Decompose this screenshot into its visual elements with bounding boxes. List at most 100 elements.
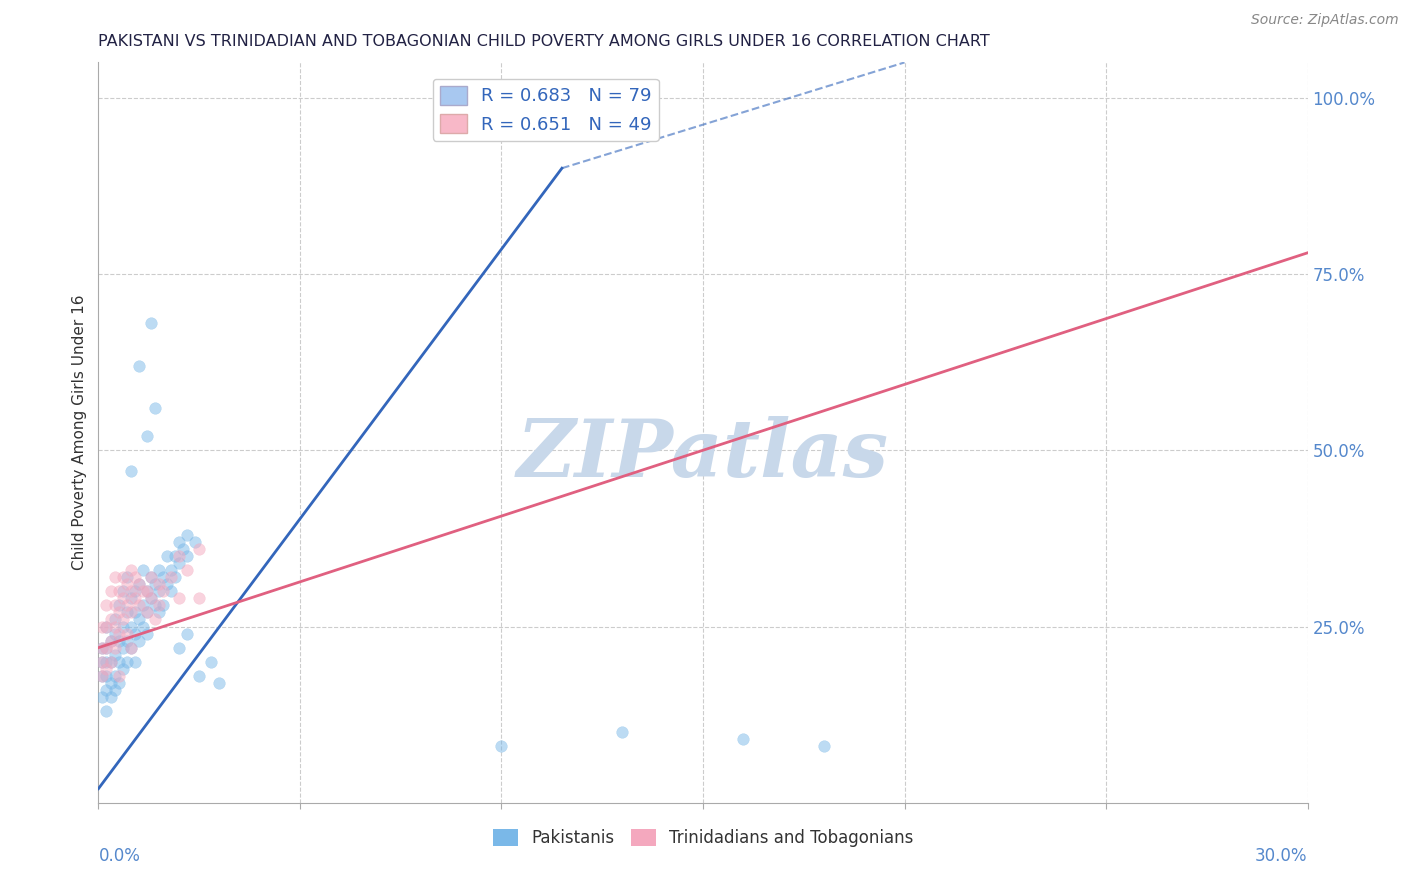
Point (91, 655, 114, 669)
Point (176, 563, 198, 577)
Text: 0.0%: 0.0% (98, 847, 141, 865)
Point (111, 612, 134, 626)
Point (143, 401, 166, 415)
Point (124, 655, 146, 669)
Point (124, 591, 146, 606)
Point (103, 683, 125, 698)
Point (143, 577, 166, 591)
Y-axis label: Child Poverty Among Girls Under 16: Child Poverty Among Girls Under 16 (72, 295, 87, 570)
Point (115, 655, 138, 669)
Point (103, 570, 125, 584)
Point (107, 669, 129, 683)
Point (111, 619, 134, 633)
Point (115, 633, 138, 648)
Point (167, 549, 190, 563)
Point (96, 669, 118, 683)
Point (100, 655, 122, 669)
Point (135, 584, 157, 599)
Point (120, 563, 142, 577)
Point (188, 591, 211, 606)
Point (96, 619, 118, 633)
Point (91, 640, 114, 655)
Point (188, 669, 211, 683)
Point (111, 640, 134, 655)
Point (135, 606, 157, 620)
Point (139, 591, 162, 606)
Point (132, 599, 155, 613)
Point (115, 570, 138, 584)
Point (148, 606, 170, 620)
Point (100, 633, 122, 648)
Point (139, 316, 162, 330)
Point (135, 606, 157, 620)
Point (96, 704, 118, 718)
Point (120, 606, 142, 620)
Point (143, 599, 166, 613)
Point (100, 690, 122, 704)
Point (124, 584, 146, 599)
Point (100, 676, 122, 690)
Text: ZIPatlas: ZIPatlas (517, 416, 889, 493)
Point (107, 606, 129, 620)
Point (172, 541, 194, 556)
Point (148, 599, 170, 613)
Point (612, 725, 634, 739)
Point (167, 556, 190, 570)
Point (139, 591, 162, 606)
Point (156, 549, 179, 563)
Point (128, 599, 150, 613)
Point (167, 591, 190, 606)
Point (128, 612, 150, 626)
Point (107, 676, 129, 690)
Point (120, 640, 142, 655)
Point (120, 584, 142, 599)
Point (132, 584, 155, 599)
Point (152, 584, 174, 599)
Point (115, 599, 138, 613)
Point (188, 541, 211, 556)
Point (96, 599, 118, 613)
Point (160, 584, 183, 599)
Legend: Pakistanis, Trinidadians and Tobagonians: Pakistanis, Trinidadians and Tobagonians (486, 822, 920, 854)
Point (163, 570, 186, 584)
Point (813, 739, 835, 754)
Point (100, 633, 122, 648)
Point (100, 584, 122, 599)
Text: PAKISTANI VS TRINIDADIAN AND TOBAGONIAN CHILD POVERTY AMONG GIRLS UNDER 16 CORRE: PAKISTANI VS TRINIDADIAN AND TOBAGONIAN … (98, 34, 990, 49)
Point (124, 570, 146, 584)
Point (152, 570, 174, 584)
Point (135, 626, 157, 640)
Point (115, 626, 138, 640)
Point (152, 599, 174, 613)
Point (100, 612, 122, 626)
Point (120, 464, 142, 478)
Point (100, 655, 122, 669)
Point (107, 626, 129, 640)
Point (111, 591, 134, 606)
Point (148, 584, 170, 599)
Point (103, 599, 125, 613)
Point (208, 676, 231, 690)
Point (176, 528, 198, 542)
Point (96, 683, 118, 698)
Point (96, 640, 118, 655)
Point (120, 591, 142, 606)
Point (156, 577, 179, 591)
Point (176, 626, 198, 640)
Point (96, 619, 118, 633)
Point (91, 655, 114, 669)
Point (139, 570, 162, 584)
Point (103, 612, 125, 626)
Point (128, 633, 150, 648)
Text: 30.0%: 30.0% (1256, 847, 1308, 865)
Point (176, 549, 198, 563)
Point (148, 577, 170, 591)
Point (124, 626, 146, 640)
Point (103, 640, 125, 655)
Point (200, 655, 222, 669)
Point (124, 606, 146, 620)
Point (135, 584, 157, 599)
Point (96, 662, 118, 676)
Point (91, 690, 114, 704)
Point (103, 626, 125, 640)
